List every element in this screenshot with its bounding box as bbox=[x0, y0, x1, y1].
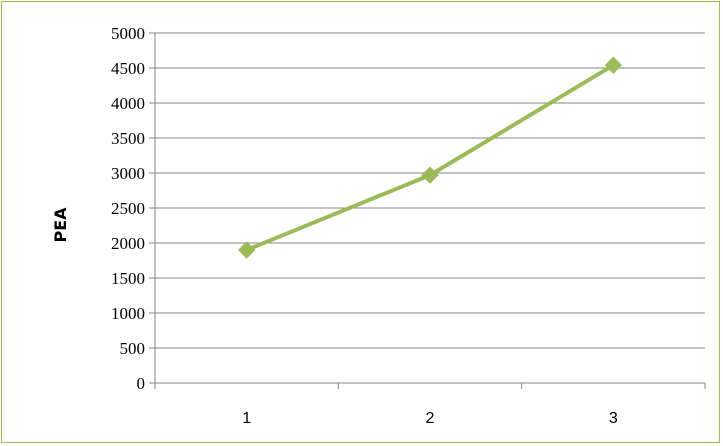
y-tick-label: 4500 bbox=[111, 59, 145, 78]
y-axis-title: PEA bbox=[51, 207, 70, 243]
series-layer bbox=[237, 56, 623, 259]
y-tick-label: 2500 bbox=[111, 199, 145, 218]
x-axis-tick-labels: 1 2 3 bbox=[242, 410, 618, 427]
data-point-marker bbox=[237, 241, 256, 259]
gridlines bbox=[155, 32, 705, 349]
y-tick-label: 2000 bbox=[111, 234, 145, 253]
y-tick-label: 1000 bbox=[111, 304, 145, 323]
y-tick-label: 5000 bbox=[111, 24, 145, 43]
y-tick-label: 3000 bbox=[111, 164, 145, 183]
y-tick-label: 1500 bbox=[111, 269, 145, 288]
data-point-marker bbox=[604, 56, 623, 74]
y-tick-label: 4000 bbox=[111, 94, 145, 113]
data-point-marker bbox=[421, 166, 439, 184]
axes bbox=[149, 32, 706, 389]
y-axis-tick-labels: 0 500 1000 1500 2000 2500 3000 3500 4000 4500 5000 bbox=[111, 24, 145, 393]
y-tick-label: 0 bbox=[137, 374, 146, 393]
x-tick-label: 1 bbox=[242, 410, 251, 427]
x-tick-label: 3 bbox=[609, 410, 618, 427]
series-line bbox=[244, 63, 616, 252]
y-tick-label: 500 bbox=[120, 339, 146, 358]
y-tick-label: 3500 bbox=[111, 129, 145, 148]
x-tick-label: 2 bbox=[426, 410, 435, 427]
